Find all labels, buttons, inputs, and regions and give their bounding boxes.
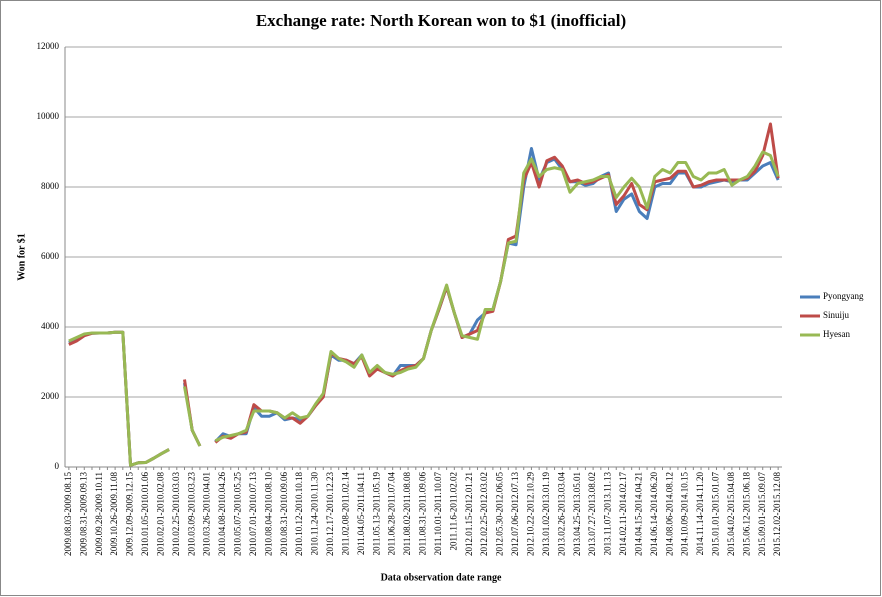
x-tick-label: 2010.03.26-2010.04.01 <box>202 472 212 556</box>
y-tick-label: 10000 <box>37 111 60 121</box>
x-axis-title: Data observation date range <box>381 572 502 583</box>
x-tick-label: 2011.08.02-2011.08.08 <box>402 472 412 556</box>
y-tick-label: 8000 <box>41 181 60 191</box>
x-tick-label: 2010.02.25-2010.03.03 <box>171 472 181 556</box>
y-tick-label: 6000 <box>41 251 60 261</box>
legend-label: Sinuiju <box>823 310 850 320</box>
x-tick-label: 2011.08.31-2011.09.06 <box>418 472 428 556</box>
x-tick-label: 2013.02.26-2013.03.04 <box>556 472 566 556</box>
x-tick-label: 2009.09.28-2009.10.11 <box>94 472 104 556</box>
x-tick-label: 2013.04.25-2013.05.01 <box>572 472 582 556</box>
x-tick-label: 2014.10.09-2014.10.15 <box>680 472 690 556</box>
x-tick-label: 2009.08.31-2009.09.13 <box>78 472 88 556</box>
x-tick-label: 2014.08.06-2014.08.12 <box>664 472 674 556</box>
x-tick-label: 2010.08.31-2010.09.06 <box>279 472 289 556</box>
x-tick-label: 2015.04.02-2015.04.08 <box>726 472 736 556</box>
x-tick-label: 2011.05.13-2011.05.19 <box>371 472 381 556</box>
legend-label: Hyesan <box>823 329 850 339</box>
x-tick-label: 2014.04.15-2014.04.21 <box>633 472 643 556</box>
x-tick-label: 2012.07.06-2012.07.13 <box>510 472 520 556</box>
chart-title: Exchange rate: North Korean won to $1 (i… <box>256 11 626 30</box>
x-tick-label: 2012.05.30-2012.06.05 <box>495 472 505 556</box>
x-tick-label: 2010.05.07-2010.05.25 <box>233 472 243 556</box>
x-tick-label: 2011.11.6-2011.02.02 <box>448 472 458 551</box>
x-tick-label: 2013.07.27-2013.08.02 <box>587 472 597 556</box>
x-tick-label: 2010.03.09-2010.03.23 <box>186 472 196 556</box>
x-tick-label: 2010.01.05-2010.01.06 <box>140 472 150 556</box>
x-tick-label: 2011.06.28-2011.07.04 <box>387 472 397 556</box>
x-tick-label: 2011.04.05-2011.04.11 <box>356 472 366 555</box>
x-tick-label: 2015.06.12-2015.06.18 <box>741 472 751 556</box>
x-tick-label: 2010.11.24-2010.11.30 <box>310 472 320 556</box>
x-tick-label: 2010.12.17-2010.12.23 <box>325 472 335 556</box>
y-tick-label: 4000 <box>41 321 60 331</box>
x-tick-label: 2014.06.14-2014.06.20 <box>649 472 659 556</box>
x-tick-label: 2010.07.01-2010.07.13 <box>248 472 258 556</box>
legend-label: Pyongyang <box>823 291 864 301</box>
y-tick-label: 2000 <box>41 391 60 401</box>
x-tick-label: 2012.02.25-2012.03.02 <box>479 472 489 556</box>
x-tick-label: 2012.10.22-2012.10.29 <box>525 472 535 556</box>
y-tick-label: 0 <box>55 461 60 471</box>
x-tick-label: 2015.12.02-2015.12.08 <box>772 472 782 556</box>
x-tick-label: 2009.10.26-2009.11.08 <box>109 472 119 556</box>
x-tick-label: 2012.01.15-2012.01.21 <box>464 472 474 556</box>
x-tick-label: 2010.04.08-2010.04.26 <box>217 472 227 556</box>
x-tick-label: 2009.12.09-2009.12.15 <box>125 472 135 556</box>
x-tick-label: 2010.10.12-2010.10.18 <box>294 472 304 556</box>
y-axis-title: Won for $1 <box>16 233 27 281</box>
x-tick-label: 2010.08.04-2010.08.10 <box>263 472 273 556</box>
x-tick-label: 2009.08.03-2009.08.15 <box>63 472 73 556</box>
x-tick-label: 2011.02.08-2011.02.14 <box>340 472 350 556</box>
x-tick-label: 2014.02.11-2014.02.17 <box>618 472 628 556</box>
x-tick-label: 2014.11.14-2014.11.20 <box>695 472 705 556</box>
x-tick-label: 2010.02.01-2010.02.08 <box>155 472 165 556</box>
x-tick-label: 2013.11.07-2013.11.13 <box>603 472 613 556</box>
series-line <box>68 150 780 467</box>
x-tick-label: 2013.01.02-2013.01.19 <box>541 472 551 556</box>
x-tick-label: 2015.01.01-2015.01.07 <box>711 472 721 556</box>
y-tick-label: 12000 <box>37 41 60 51</box>
x-tick-label: 2015.09.01-2015.09.07 <box>757 472 767 556</box>
x-tick-label: 2011.10.01-2011.10.07 <box>433 472 443 556</box>
